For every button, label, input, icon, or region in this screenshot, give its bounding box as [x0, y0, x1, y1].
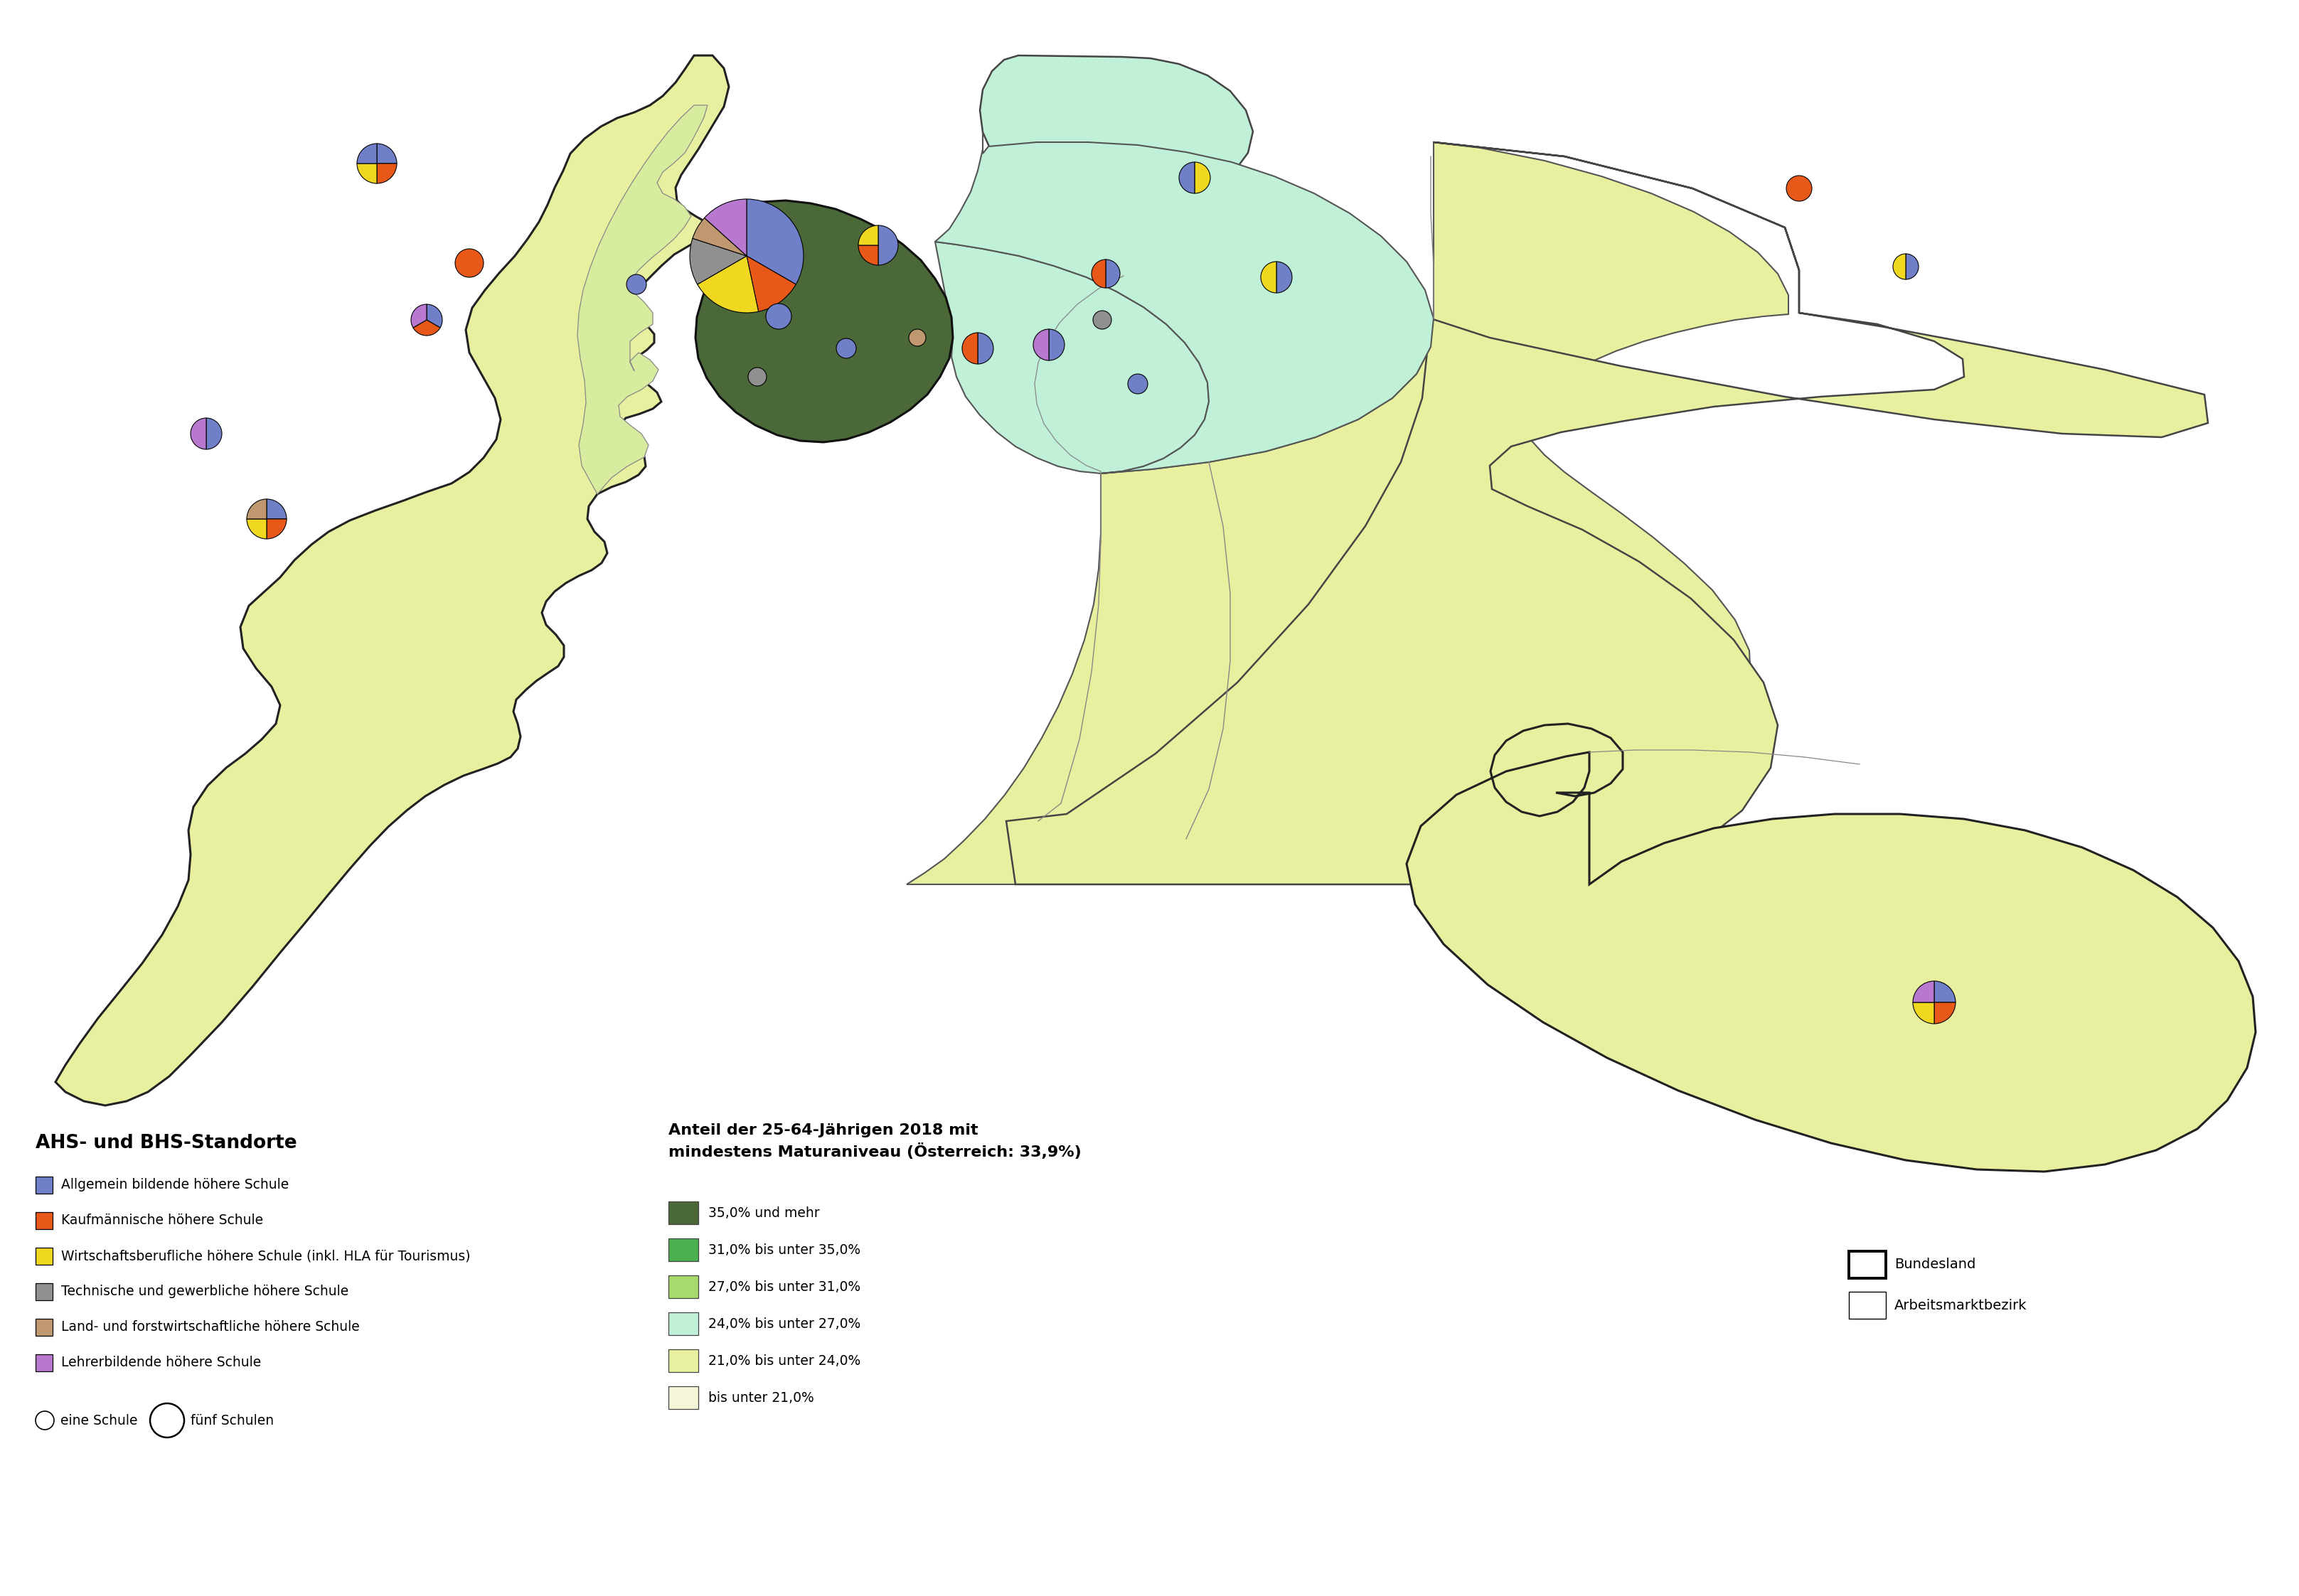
Wedge shape — [1933, 1002, 1956, 1023]
Circle shape — [628, 275, 646, 294]
Wedge shape — [1195, 163, 1209, 193]
Wedge shape — [1892, 254, 1906, 279]
Wedge shape — [1913, 982, 1933, 1002]
Circle shape — [149, 1403, 184, 1438]
Polygon shape — [55, 56, 729, 1106]
Wedge shape — [246, 519, 267, 539]
Text: 31,0% bis unter 35,0%: 31,0% bis unter 35,0% — [708, 1243, 860, 1256]
Wedge shape — [414, 319, 439, 335]
Bar — [34, 1355, 53, 1371]
Text: 21,0% bis unter 24,0%: 21,0% bis unter 24,0% — [708, 1353, 860, 1368]
Polygon shape — [936, 241, 1209, 474]
Circle shape — [1129, 373, 1147, 394]
Wedge shape — [267, 500, 287, 519]
Wedge shape — [1906, 254, 1920, 279]
Polygon shape — [697, 201, 952, 442]
Wedge shape — [766, 303, 791, 329]
Wedge shape — [412, 305, 428, 327]
Text: bis unter 21,0%: bis unter 21,0% — [708, 1390, 814, 1404]
Polygon shape — [577, 105, 708, 495]
Wedge shape — [455, 249, 483, 278]
Bar — [669, 1238, 699, 1261]
Wedge shape — [961, 332, 977, 364]
Text: 27,0% bis unter 31,0%: 27,0% bis unter 31,0% — [708, 1280, 860, 1293]
Wedge shape — [191, 418, 207, 450]
Text: Technische und gewerbliche höhere Schule: Technische und gewerbliche höhere Schule — [62, 1285, 349, 1299]
Bar — [669, 1275, 699, 1298]
Wedge shape — [1276, 262, 1292, 294]
Bar — [1848, 1291, 1885, 1318]
Polygon shape — [906, 142, 1789, 884]
Text: Wirtschaftsberufliche höhere Schule (inkl. HLA für Tourismus): Wirtschaftsberufliche höhere Schule (ink… — [62, 1250, 471, 1262]
Text: Lehrerbildende höhere Schule: Lehrerbildende höhere Schule — [62, 1357, 262, 1369]
Wedge shape — [703, 200, 747, 255]
Bar — [34, 1176, 53, 1194]
Wedge shape — [1179, 163, 1195, 193]
Text: Anteil der 25-64-Jährigen 2018 mit
mindestens Maturaniveau (Österreich: 33,9%): Anteil der 25-64-Jährigen 2018 mit minde… — [669, 1124, 1081, 1159]
Bar — [34, 1211, 53, 1229]
Wedge shape — [1048, 329, 1064, 361]
Bar — [669, 1349, 699, 1373]
Wedge shape — [1092, 260, 1106, 287]
Wedge shape — [692, 219, 747, 255]
Wedge shape — [1106, 260, 1120, 287]
Wedge shape — [377, 144, 398, 163]
Wedge shape — [690, 238, 747, 284]
Wedge shape — [1260, 262, 1276, 294]
Polygon shape — [979, 56, 1253, 214]
Wedge shape — [977, 332, 993, 364]
Circle shape — [908, 329, 926, 346]
Circle shape — [1092, 311, 1110, 329]
Bar — [669, 1312, 699, 1336]
Wedge shape — [878, 225, 899, 265]
Text: 35,0% und mehr: 35,0% und mehr — [708, 1207, 821, 1219]
Wedge shape — [356, 163, 377, 184]
Text: Bundesland: Bundesland — [1894, 1258, 1975, 1272]
Wedge shape — [1786, 176, 1812, 201]
Text: Allgemein bildende höhere Schule: Allgemein bildende höhere Schule — [62, 1178, 290, 1192]
Wedge shape — [377, 163, 398, 184]
Text: AHS- und BHS-Standorte: AHS- und BHS-Standorte — [34, 1133, 297, 1152]
Text: Land- und forstwirtschaftliche höhere Schule: Land- und forstwirtschaftliche höhere Sc… — [62, 1320, 359, 1334]
Bar — [34, 1318, 53, 1336]
Wedge shape — [747, 255, 795, 311]
Wedge shape — [747, 200, 805, 284]
Wedge shape — [356, 144, 377, 163]
Wedge shape — [697, 255, 759, 313]
Polygon shape — [1007, 142, 2207, 884]
Wedge shape — [246, 500, 267, 519]
Wedge shape — [858, 246, 878, 265]
Bar — [1848, 1251, 1885, 1278]
Polygon shape — [936, 132, 1435, 474]
Circle shape — [837, 338, 855, 358]
Bar — [669, 1202, 699, 1224]
Bar — [34, 1283, 53, 1301]
Text: fünf Schulen: fünf Schulen — [191, 1414, 274, 1427]
Polygon shape — [1407, 723, 2255, 1171]
Wedge shape — [207, 418, 223, 450]
Text: 24,0% bis unter 27,0%: 24,0% bis unter 27,0% — [708, 1317, 860, 1331]
Text: eine Schule: eine Schule — [60, 1414, 138, 1427]
Bar — [669, 1387, 699, 1409]
Wedge shape — [1913, 1002, 1933, 1023]
Wedge shape — [267, 519, 287, 539]
Bar — [34, 1248, 53, 1264]
Wedge shape — [428, 305, 441, 327]
Circle shape — [34, 1411, 55, 1430]
Text: Kaufmännische höhere Schule: Kaufmännische höhere Schule — [62, 1215, 262, 1227]
Text: Arbeitsmarktbezirk: Arbeitsmarktbezirk — [1894, 1299, 2028, 1312]
Wedge shape — [1032, 329, 1048, 361]
Wedge shape — [858, 225, 878, 246]
Wedge shape — [1933, 982, 1956, 1002]
Circle shape — [747, 367, 766, 386]
